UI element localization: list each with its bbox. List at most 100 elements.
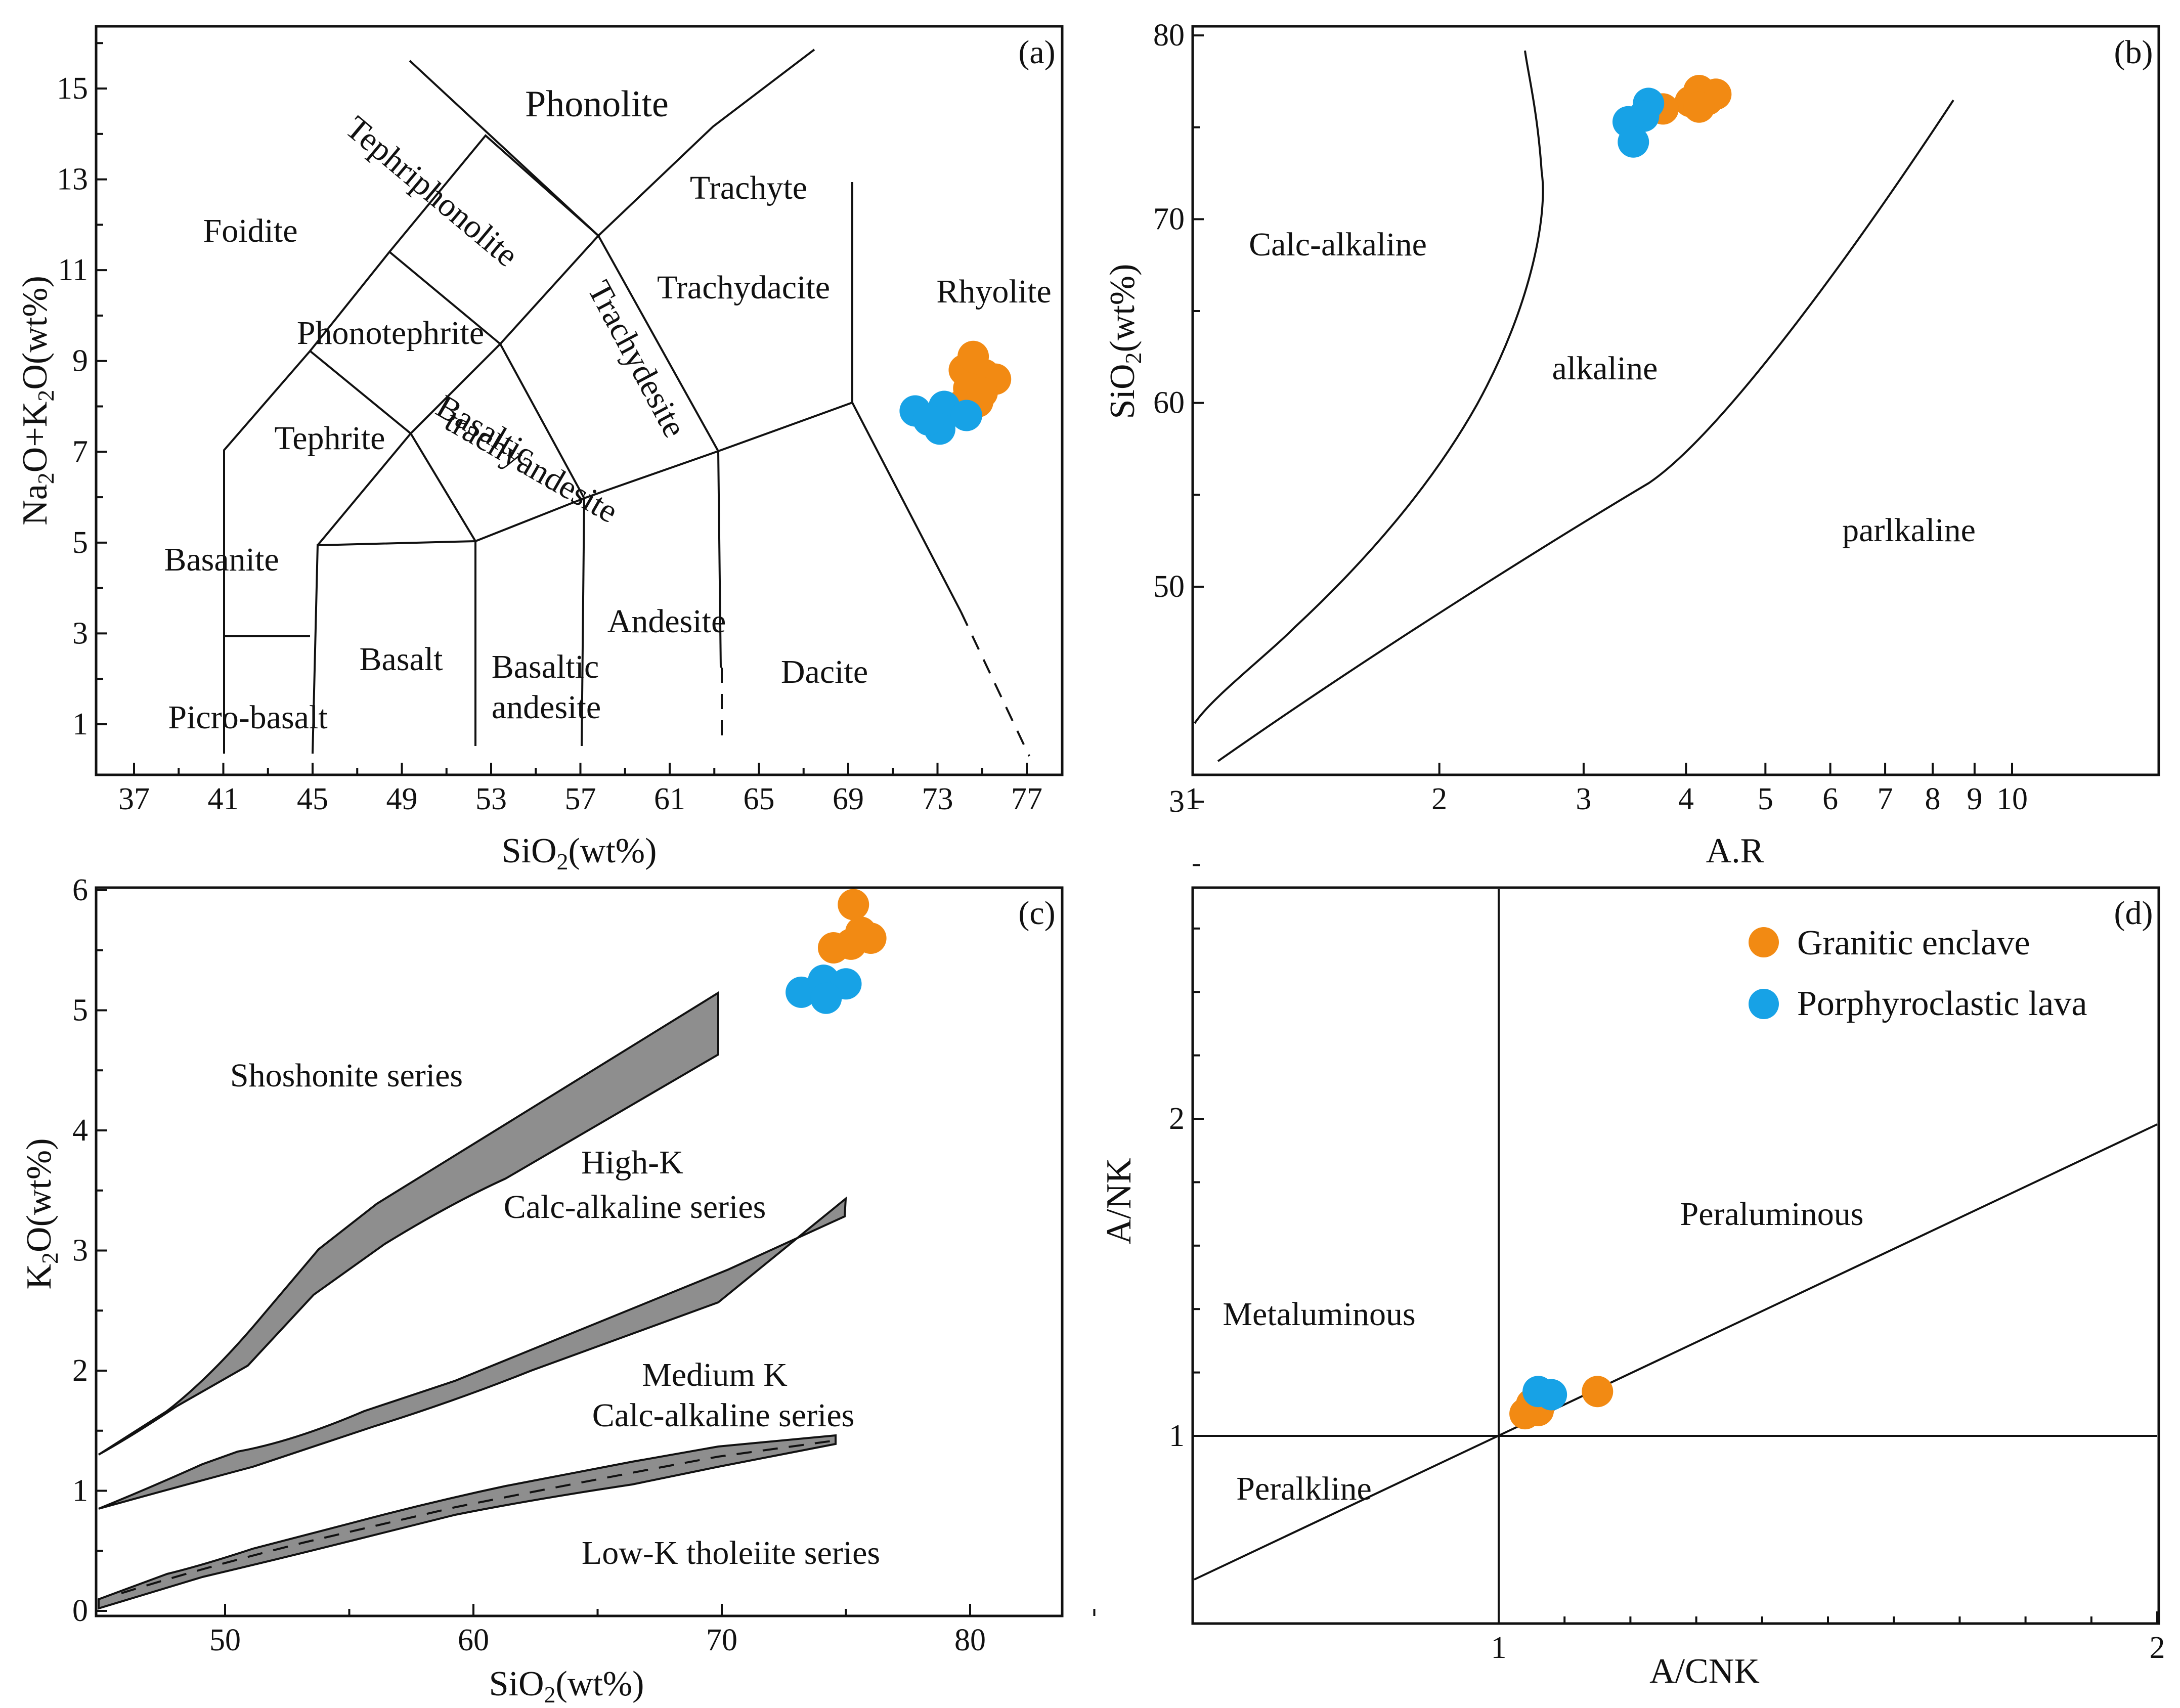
x-tick-label: 1: [1491, 1631, 1507, 1665]
field-medium-k: Medium K: [642, 1356, 788, 1393]
panel-a-letter: (a): [1018, 34, 1055, 71]
mediumk-lowk-dashed-line: [121, 1439, 836, 1594]
y-tick-label: 1: [72, 1474, 88, 1508]
x-tick-label: 3: [1576, 782, 1591, 816]
field-tephriphonolite: Tephriphonolite: [338, 109, 525, 274]
x-tick-label: 69: [833, 782, 864, 816]
y-tick-label: 50: [1153, 570, 1185, 604]
shoshonite-highk-boundary-band: [98, 991, 719, 1456]
y-tick-label: 6: [72, 873, 88, 907]
y-tick-label: 1: [72, 707, 88, 741]
field-phonotephrite: Phonotephrite: [297, 315, 484, 352]
x-tick-label: 49: [386, 782, 418, 816]
calc-alkaline-alkaline-boundary: [1194, 50, 1544, 724]
x-tick-label: 10: [1996, 782, 2028, 816]
granitic-enclave-point: [817, 932, 849, 964]
porphyroclastic-lava-point: [912, 404, 944, 436]
y-tick-label: 13: [57, 162, 88, 197]
y-tick-label: 15: [57, 71, 88, 106]
panel-b-x-ticks: 1 2 3 4 5 6 7 8 9 10: [1185, 763, 2028, 816]
granitic-enclave-point: [1683, 91, 1715, 123]
legend-label-porphyroclastic-lava: Porphyroclastic lava: [1797, 984, 2087, 1023]
y-tick-label: 5: [72, 993, 88, 1028]
x-tick-label: 8: [1925, 782, 1941, 816]
x-tick-label: 77: [1011, 782, 1042, 816]
x-tick-label: 6: [1822, 782, 1838, 816]
x-tick-label: 61: [654, 782, 685, 816]
porphyroclastic-lava-point: [950, 400, 982, 431]
field-parlkaline: parlkaline: [1842, 512, 1976, 549]
legend-label-granitic-enclave: Granitic enclave: [1797, 924, 2030, 962]
panel-c-frame: [95, 886, 1064, 1617]
field-phonolite: Phonolite: [525, 83, 669, 125]
y-tick-label: 2: [72, 1353, 88, 1388]
field-shoshonite-series: Shoshonite series: [230, 1057, 463, 1094]
porphyroclastic-lava-point: [1618, 126, 1649, 158]
y-tick-label: 0: [72, 1594, 88, 1628]
x-tick-label: 4: [1678, 782, 1694, 816]
field-peraluminous: Peraluminous: [1680, 1196, 1864, 1233]
y-tick-label: 7: [72, 434, 88, 469]
x-tick-label: 37: [118, 782, 150, 816]
field-tephrite: Tephrite: [275, 420, 385, 457]
y-tick-label: 3: [72, 616, 88, 650]
x-tick-label: 65: [744, 782, 775, 816]
y-tick-label: 5: [72, 525, 88, 560]
x-tick-label: 53: [475, 782, 507, 816]
panel-d-y-axis-label: A/NK: [1100, 1158, 1139, 1244]
panel-c-x-axis-label: SiO2(wt%): [489, 1665, 644, 1707]
x-tick-label: 73: [922, 782, 953, 816]
panel-d-data-points: [1509, 1376, 1614, 1430]
panel-b-alkalinity-diagram: 50 60 70 80 1 2 3 4 5 6 7 8 9 10 Calc-alkaline alkal…: [1103, 18, 2160, 870]
x-tick-label: 2: [1431, 782, 1447, 816]
alkaline-peralkaline-boundary: [1217, 99, 1954, 762]
y-tick-label: 4: [72, 1113, 88, 1148]
field-metaluminous: Metaluminous: [1223, 1296, 1415, 1333]
panel-a-data-points: [899, 340, 1012, 445]
panel-a-x-ticks: 37 41 45 49 53 57 61 65 69 73 77: [118, 763, 1042, 816]
x-tick-label: 80: [954, 1623, 986, 1657]
panel-b-x-axis-label: A.R: [1706, 831, 1764, 870]
mediumk-lowk-boundary-band: [98, 1434, 837, 1610]
field-basaltic-2: Basaltic: [492, 648, 599, 685]
y-tick-label: 2: [1169, 1102, 1185, 1136]
field-trachyandesite: trachyandesite: [439, 402, 624, 530]
field-rhyolite: Rhyolite: [936, 273, 1051, 310]
x-tick-label: 60: [458, 1623, 489, 1657]
granitic-enclave-point: [838, 889, 869, 921]
panel-c-data-points: [786, 889, 887, 1014]
y-tick-label: 1: [1169, 1419, 1185, 1453]
panel-c-y-ticks: 0 1 2 3 4 5 6: [72, 873, 107, 1628]
field-picro-basalt: Picro-basalt: [168, 699, 327, 736]
x-tick-label: 45: [297, 782, 328, 816]
panel-d-y-ticks: 1 2 3: [1169, 784, 1204, 1453]
field-low-k-tholeiite: Low-K tholeiite series: [582, 1535, 880, 1571]
field-alkaline: alkaline: [1552, 350, 1658, 387]
legend: Granitic enclave Porphyroclastic lava: [1749, 924, 2087, 1023]
field-basanite: Basanite: [164, 541, 279, 578]
x-tick-label: 7: [1878, 782, 1893, 816]
field-high-k: High-K: [581, 1144, 683, 1181]
field-trachydacite: Trachydacite: [657, 269, 830, 306]
panel-a-y-axis-label: Na2O+K2O(wt%): [16, 276, 59, 525]
field-high-k-calc-alkaline: Calc-alkaline series: [504, 1189, 766, 1225]
tas-field-boundaries: [223, 49, 1030, 757]
y-tick-label: 70: [1153, 202, 1185, 236]
field-dacite: Dacite: [781, 653, 868, 690]
panel-b-y-axis-label: SiO2(wt%): [1103, 264, 1146, 419]
panel-b-frame: [1191, 25, 2160, 776]
field-peralkline: Peralkline: [1236, 1470, 1372, 1507]
x-tick-label: 5: [1758, 782, 1773, 816]
x-tick-label: 41: [208, 782, 239, 816]
y-tick-label: 3: [1169, 784, 1185, 819]
panel-c-letter: (c): [1018, 895, 1055, 932]
panel-c-k2o-sio2-diagram: 0 1 2 3 4 5 6 50 60 70 80 Shoshonite series High-…: [20, 873, 1096, 1707]
panel-c-x-ticks: 50 60 70 80: [209, 1604, 1096, 1657]
panel-d-x-axis-label: A/CNK: [1649, 1652, 1760, 1691]
field-medium-k-calc-alkaline: Calc-alkaline series: [592, 1397, 855, 1434]
peraluminous-boundary: [1194, 1123, 2158, 1581]
field-andesite: Andesite: [607, 603, 726, 640]
